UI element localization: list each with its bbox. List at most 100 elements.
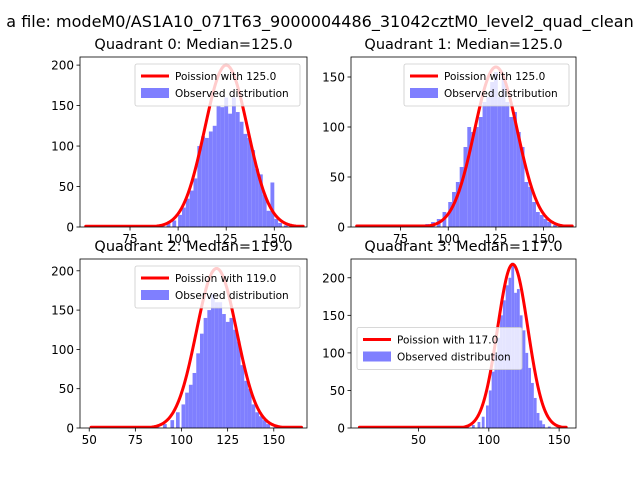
histogram-bar: [452, 192, 456, 227]
x-tick-label: 75: [393, 232, 408, 246]
subplot-3: 50 100 150 0 50 100 150 200 Quadrant 3: Median=1…: [322, 239, 577, 447]
legend-box: [134, 63, 301, 107]
histogram-bar: [251, 404, 256, 428]
histogram-bar: [163, 424, 167, 428]
subplot-title: Quadrant 2: Median=119.0: [94, 239, 292, 255]
histogram-bar: [539, 215, 544, 227]
subplot-title: Quadrant 3: Median=117.0: [364, 239, 562, 255]
histogram-bar: [509, 117, 514, 227]
y-tick-label: 50: [59, 382, 74, 396]
histogram-bar: [218, 302, 223, 428]
histogram-bar: [501, 77, 506, 227]
histogram-bar: [185, 392, 189, 428]
legend-label: Poission with 125.0: [175, 71, 276, 83]
poisson-curve: [355, 65, 574, 227]
legend-label: Poission with 125.0: [444, 71, 545, 83]
histogram-bar: [178, 214, 182, 227]
plot-area: [355, 65, 574, 227]
legend-label: Observed distribution: [444, 88, 558, 100]
histogram-bar: [505, 102, 510, 227]
histogram-bar: [274, 218, 279, 227]
histogram-bar: [474, 127, 479, 227]
histogram-bar: [278, 222, 282, 227]
histogram-bar: [201, 136, 206, 227]
histogram-bar: [459, 167, 464, 227]
x-tick-label: 50: [82, 433, 97, 447]
legend-box: [356, 327, 523, 370]
histogram-bar: [497, 97, 502, 227]
histogram-bar: [519, 315, 523, 428]
histogram-bar: [236, 341, 241, 428]
histogram-bar: [214, 302, 219, 428]
histogram-bar: [539, 420, 543, 428]
histogram-bar: [247, 137, 252, 227]
plot-area: [84, 63, 305, 227]
histogram-bar: [251, 150, 256, 227]
histogram-bar: [542, 424, 546, 428]
axes-frame: [350, 56, 577, 228]
poisson-curve: [84, 63, 305, 227]
histogram-bar: [486, 405, 489, 428]
y-tick-label: 0: [66, 422, 74, 436]
legend-label: Poission with 117.0: [397, 335, 498, 347]
x-tick-label: 75: [122, 232, 137, 246]
legend-patch-swatch: [141, 88, 169, 98]
histogram-bar: [536, 412, 540, 428]
histogram-bar: [235, 112, 240, 227]
poisson-curve: [89, 266, 303, 428]
x-tick-label: 150: [532, 232, 555, 246]
histogram-bar: [193, 178, 198, 227]
plot-area: [89, 266, 303, 428]
histogram-bar: [494, 72, 498, 227]
histogram-bar: [491, 371, 495, 428]
histogram-bar: [270, 182, 275, 227]
histogram-bar: [208, 131, 213, 227]
histogram-bar: [240, 365, 245, 428]
histogram-bar: [166, 222, 171, 227]
y-tick-label: 0: [66, 221, 74, 235]
legend-patch-swatch: [141, 290, 169, 300]
x-tick-label: 125: [484, 232, 507, 246]
histogram-bar: [478, 117, 483, 227]
histogram-bar: [467, 127, 472, 227]
histogram-bar: [486, 97, 491, 227]
histogram-bar: [524, 182, 529, 227]
histogram-bar: [220, 107, 225, 227]
histogram-bar: [266, 424, 271, 428]
x-tick-label: 100: [477, 433, 500, 447]
y-tick-label: 200: [51, 59, 74, 73]
x-tick-label: 50: [411, 433, 426, 447]
y-tick-label: 100: [51, 343, 74, 357]
subplot-0: 75 100 125 150 0 50 100 150 200 Quadrant 0: Media…: [51, 37, 308, 246]
y-tick-label: 150: [51, 304, 74, 318]
legend-label: Observed distribution: [175, 290, 289, 302]
histogram-bar: [255, 168, 259, 227]
legend: Poission with 125.0 Observed distribution: [134, 63, 301, 107]
subplot-title: Quadrant 0: Median=125.0: [94, 37, 292, 53]
histogram-bar: [494, 352, 498, 428]
histogram-bar: [207, 310, 212, 428]
histogram-bar: [531, 382, 534, 428]
y-tick-label: 50: [59, 180, 74, 194]
subplot-title: Quadrant 1: Median=125.0: [364, 37, 562, 53]
histogram-bar: [448, 202, 453, 227]
histogram-bar: [222, 314, 226, 428]
subplot-1: 75 100 125 150 0 50 100 150 Quadrant 1: Median=1…: [322, 37, 577, 246]
y-tick-label: 100: [51, 140, 74, 154]
legend: Poission with 119.0 Observed distribution: [134, 265, 301, 309]
histogram-bar: [471, 425, 475, 428]
histogram-bar: [455, 182, 460, 227]
histogram-bar: [224, 97, 229, 227]
histogram-bar: [262, 420, 267, 428]
histogram-bar: [283, 225, 288, 227]
legend-label: Poission with 119.0: [175, 273, 276, 285]
histogram-bar: [229, 317, 234, 428]
histogram-bar: [247, 388, 252, 428]
histogram-bar: [543, 219, 548, 227]
histogram-bar: [513, 112, 517, 227]
x-tick-label: 100: [437, 232, 460, 246]
x-tick-label: 100: [170, 433, 193, 447]
histogram-bar: [533, 397, 537, 428]
histogram-bar: [520, 147, 525, 227]
x-tick-label: 150: [262, 433, 285, 447]
